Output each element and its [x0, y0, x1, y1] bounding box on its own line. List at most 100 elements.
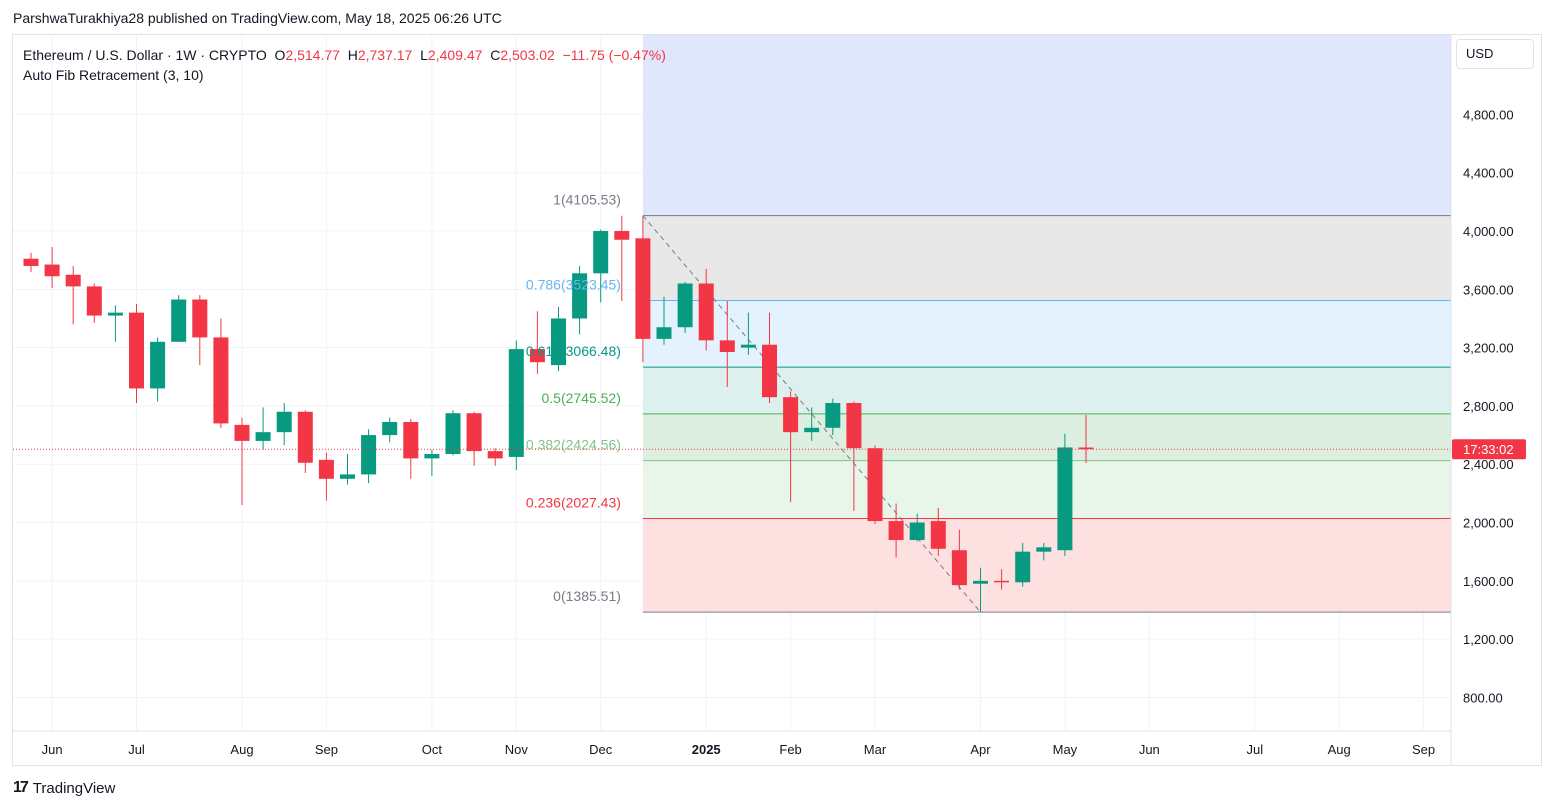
candle	[44, 247, 60, 288]
candle-body	[1078, 447, 1094, 450]
time-axis-label: May	[1053, 742, 1078, 757]
candle-body	[382, 421, 398, 436]
candle-body	[551, 318, 566, 366]
candle-body	[445, 413, 461, 455]
fib-zone	[642, 300, 1451, 368]
candle	[677, 282, 693, 334]
countdown-label: 17:33:02	[1463, 442, 1514, 457]
symbol-description[interactable]: Ethereum / U.S. Dollar · 1W · CRYPTO	[23, 47, 267, 63]
candle-body	[192, 299, 208, 338]
price-axis-label: 2,800.00	[1463, 399, 1514, 414]
candle-body	[762, 344, 777, 398]
price-axis-label: 3,200.00	[1463, 341, 1514, 356]
candle	[466, 411, 482, 466]
candle	[551, 306, 566, 371]
candle	[762, 312, 777, 404]
candle	[361, 429, 377, 484]
fib-level-label: 0.786(3523.45)	[526, 276, 621, 292]
price-axis-label: 1,200.00	[1463, 632, 1514, 647]
time-axis-label: Jul	[1246, 742, 1263, 757]
candle-body	[973, 580, 988, 584]
candle-body	[867, 448, 883, 522]
candle-body	[1036, 547, 1052, 552]
fib-zone	[642, 460, 1451, 519]
price-axis-label: 4,000.00	[1463, 224, 1514, 239]
candle-body	[804, 427, 820, 433]
time-axis-label: Aug	[1328, 742, 1351, 757]
price-chart[interactable]: 1(4105.53) 0.786(3523.45) 0.618(3066.48) 0.…	[13, 35, 1541, 765]
candle	[1057, 433, 1073, 557]
candle-body	[572, 273, 588, 319]
candle	[656, 296, 672, 345]
candle	[508, 340, 524, 471]
candle-body	[466, 413, 482, 452]
candle-body	[635, 238, 651, 339]
candle	[635, 216, 651, 363]
candle-body	[65, 274, 81, 287]
time-axis-label: Mar	[864, 742, 887, 757]
change-value: −11.75 (−0.47%)	[562, 47, 666, 63]
candle-body	[1015, 551, 1031, 583]
candle	[783, 391, 799, 503]
candle	[1036, 542, 1052, 561]
tradingview-brand[interactable]: 17 TradingView	[13, 779, 115, 797]
time-axis-label: Apr	[970, 742, 991, 757]
candle-body	[403, 421, 419, 459]
fib-zone	[642, 367, 1451, 414]
tradingview-logo-icon: 17	[13, 779, 29, 796]
current-price-tag: 17:33:02	[1452, 439, 1526, 460]
time-axis-label: Nov	[505, 742, 529, 757]
candle	[150, 337, 166, 402]
candle	[825, 398, 841, 436]
price-axis-label: 3,600.00	[1463, 282, 1514, 297]
chart-legend: Ethereum / U.S. Dollar · 1W · CRYPTO O2,…	[23, 45, 666, 85]
candle-body	[1057, 447, 1073, 551]
candle-body	[846, 403, 862, 449]
time-axis-label: Sep	[1412, 742, 1435, 757]
candle	[129, 303, 144, 404]
candle	[951, 529, 967, 590]
time-axis-label: Sep	[315, 742, 338, 757]
currency-selector[interactable]: USD	[1456, 39, 1534, 69]
candle	[340, 454, 355, 485]
time-axis-label: 2025	[692, 742, 721, 757]
candle	[909, 513, 925, 542]
close-value: 2,503.02	[500, 47, 555, 63]
candle	[973, 567, 988, 613]
candle	[65, 266, 81, 325]
candle-body	[150, 341, 166, 389]
time-axis-label: Feb	[779, 742, 801, 757]
candle	[804, 407, 820, 441]
candle	[930, 507, 946, 557]
candle	[698, 268, 714, 351]
low-value: 2,409.47	[427, 47, 483, 63]
candle	[867, 445, 883, 524]
candle	[994, 569, 1010, 590]
candle	[1078, 415, 1094, 463]
publish-line: ParshwaTurakhiya28 published on TradingV…	[13, 10, 502, 26]
candle-body	[783, 397, 799, 433]
open-value: 2,514.77	[285, 47, 340, 63]
candle-body	[994, 580, 1010, 583]
candle-body	[107, 312, 123, 316]
fib-level-label: 0.236(2027.43)	[526, 495, 621, 511]
candle	[255, 407, 271, 450]
candle-body	[656, 327, 672, 339]
indicator-label[interactable]: Auto Fib Retracement (3, 10)	[23, 67, 204, 83]
time-axis-label: Jun	[42, 742, 63, 757]
candle	[846, 401, 862, 511]
candle	[1015, 542, 1031, 587]
candle-body	[297, 411, 313, 463]
price-axis-label: 800.00	[1463, 690, 1503, 705]
candle	[529, 311, 545, 374]
price-axis-label: 2,400.00	[1463, 457, 1514, 472]
time-axis-label: Jul	[128, 742, 145, 757]
candle	[572, 266, 588, 335]
fib-level-label: 0.618(3066.48)	[526, 343, 621, 359]
candle	[740, 312, 756, 355]
candle-body	[213, 337, 229, 424]
price-axis-label: 4,800.00	[1463, 107, 1514, 122]
candle-body	[930, 521, 946, 549]
low-label: L	[420, 47, 428, 63]
candle	[445, 410, 461, 456]
